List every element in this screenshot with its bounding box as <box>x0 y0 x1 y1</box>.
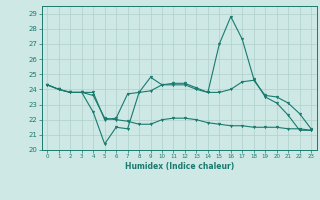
X-axis label: Humidex (Indice chaleur): Humidex (Indice chaleur) <box>124 162 234 171</box>
